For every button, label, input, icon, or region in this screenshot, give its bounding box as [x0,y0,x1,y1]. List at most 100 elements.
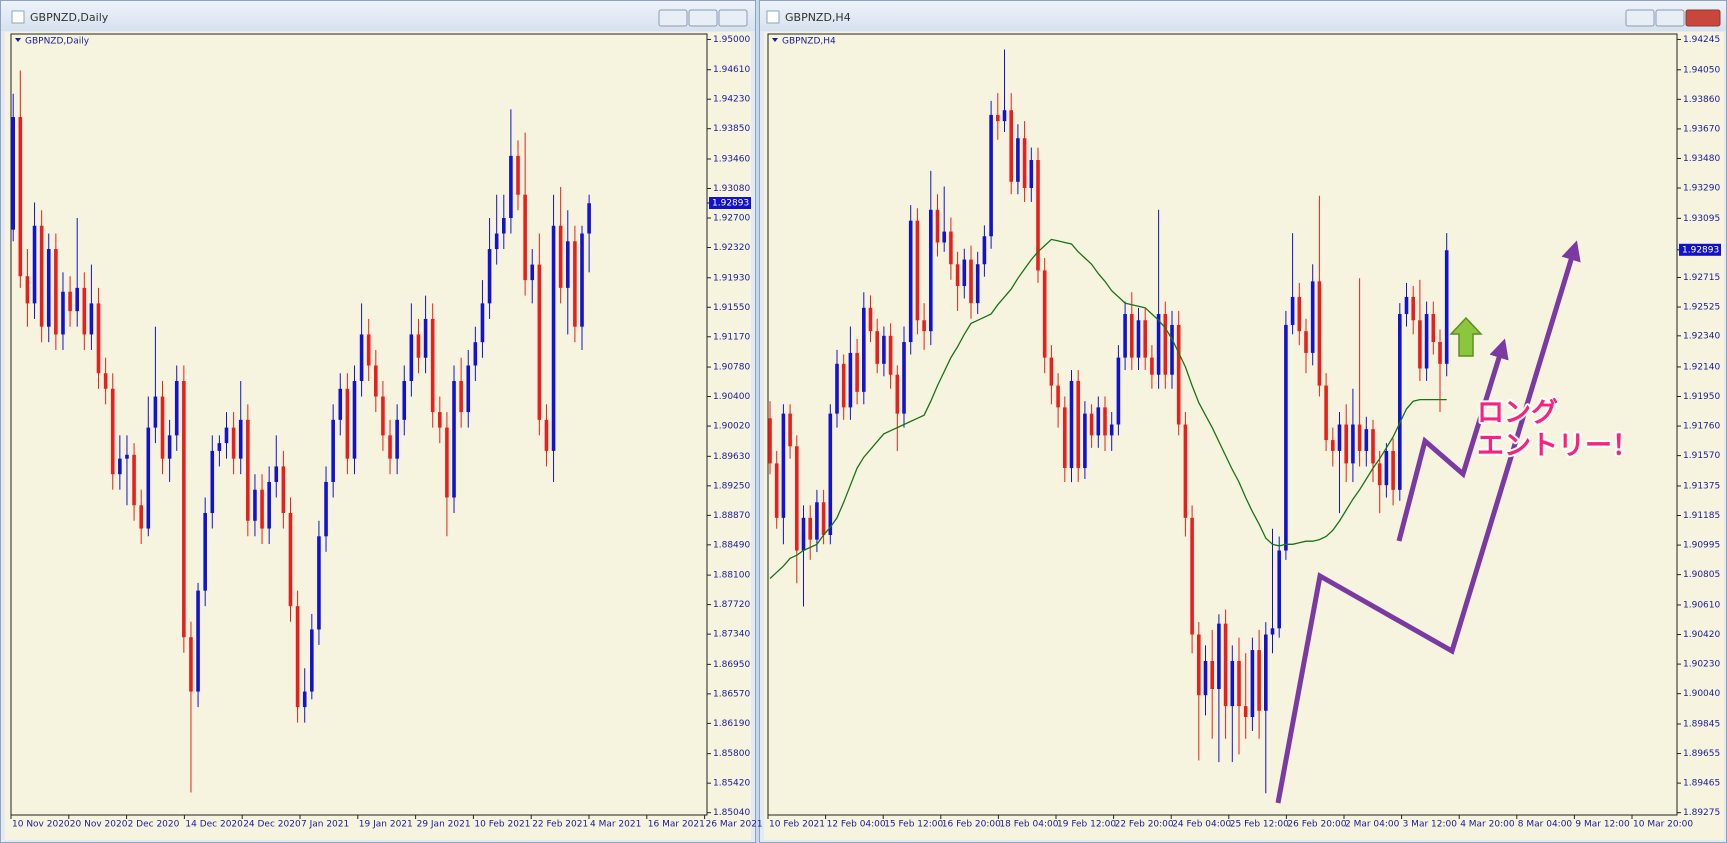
candle-body [473,342,478,366]
close-button[interactable] [718,9,748,27]
y-tick-label: 1.87720 [713,600,750,610]
candle-body [1069,380,1074,469]
candle-body [1109,424,1114,436]
candle-body [32,225,37,304]
candle-body [480,303,485,343]
y-tick-label: 1.92525 [1683,303,1720,313]
candle-body [523,194,527,281]
candle-body [1197,634,1201,696]
x-tick-label: 16 Mar 2021 [648,820,705,830]
x-tick-label: 4 Mar 20:00 [1460,820,1515,830]
candle-body [955,264,960,287]
trend-arrow [1396,338,1509,542]
candle-body [975,264,980,304]
y-tick-label: 1.85040 [713,808,750,818]
candle-body [1223,623,1228,707]
candle-body [395,419,399,459]
candle-body [494,233,499,250]
candle-body [68,291,72,312]
candle-body [217,443,222,451]
chart-label-marker [772,38,778,42]
candle-body [96,303,101,374]
y-tick-label: 1.88100 [713,571,750,581]
candle-body [317,536,321,630]
candle-body [238,419,243,459]
candle-body [132,454,136,506]
candle-body [324,481,328,537]
candle-body [459,381,463,413]
candle-body [75,287,79,312]
up-arrow-icon [1449,316,1483,357]
candle-body [1243,706,1248,717]
x-tick-label: 26 Feb 20:00 [1287,820,1346,830]
candle-body [430,318,435,413]
candle-body [381,396,385,436]
candle-body [246,419,250,521]
candle-body [996,114,1000,122]
candle-body [1143,320,1147,358]
minimize-button[interactable] [1625,9,1655,27]
candle-body [182,381,186,638]
candle-body [1170,324,1174,375]
candle-body [795,446,799,551]
y-tick-label: 1.89630 [713,452,750,462]
candles [11,70,591,793]
y-tick-label: 1.86190 [713,719,750,729]
candle-body [423,318,428,358]
candle-body [1444,250,1449,364]
candle-body [815,502,819,540]
maximize-button[interactable] [1655,9,1685,27]
candle-body [1217,623,1221,689]
candle-body [1210,660,1214,689]
candle-body [1331,440,1335,451]
candle-body [452,381,456,498]
chart-label: GBPNZD,H4 [782,37,836,47]
candle-body [402,381,407,420]
candle-body [416,334,421,358]
candle-body [855,352,859,392]
candle-body [962,259,967,287]
maximize-button[interactable] [688,9,718,27]
candle-body [1056,385,1060,408]
candle-body [551,225,556,451]
candle-body [1203,660,1208,696]
candle-body [1049,357,1054,386]
y-tick-label: 1.91950 [1683,392,1720,402]
close-button[interactable] [1685,9,1721,27]
candle-body [160,396,165,459]
candle-body [942,231,946,243]
candle-body [848,352,853,408]
candle-body [868,307,873,332]
candle-body [366,334,371,366]
y-tick-label: 1.95000 [713,35,750,45]
x-tick-label: 15 Feb 12:00 [884,820,943,830]
current-price-box [1679,243,1721,256]
candle-body [295,606,300,708]
candle-body [11,117,15,230]
current-price-box [709,197,751,210]
title-bar [760,1,1726,31]
candle-body [345,388,350,459]
candle-body [487,249,492,304]
x-tick-label: 19 Feb 12:00 [1057,820,1116,830]
candle-body [253,489,257,521]
title-bar [1,1,755,31]
minimize-button[interactable] [658,9,688,27]
candle-body [310,629,314,692]
candle-body [1411,296,1415,321]
candle-body [359,334,364,382]
y-tick-label: 1.90040 [1683,689,1720,699]
window-title: GBPNZD,H4 [785,11,851,24]
x-tick-label: 10 Nov 2020 [12,820,70,830]
candle-body [1002,110,1007,122]
candle-body [288,513,293,607]
candle-body [587,203,591,234]
candle-body [1156,314,1161,375]
y-tick-label: 1.93480 [1683,154,1720,164]
candle-body [1398,314,1402,490]
y-tick-label: 1.91760 [1683,422,1720,432]
candle-body [841,363,846,408]
candle-body [580,233,584,327]
chart-background [5,32,751,840]
candle-body [808,517,812,540]
